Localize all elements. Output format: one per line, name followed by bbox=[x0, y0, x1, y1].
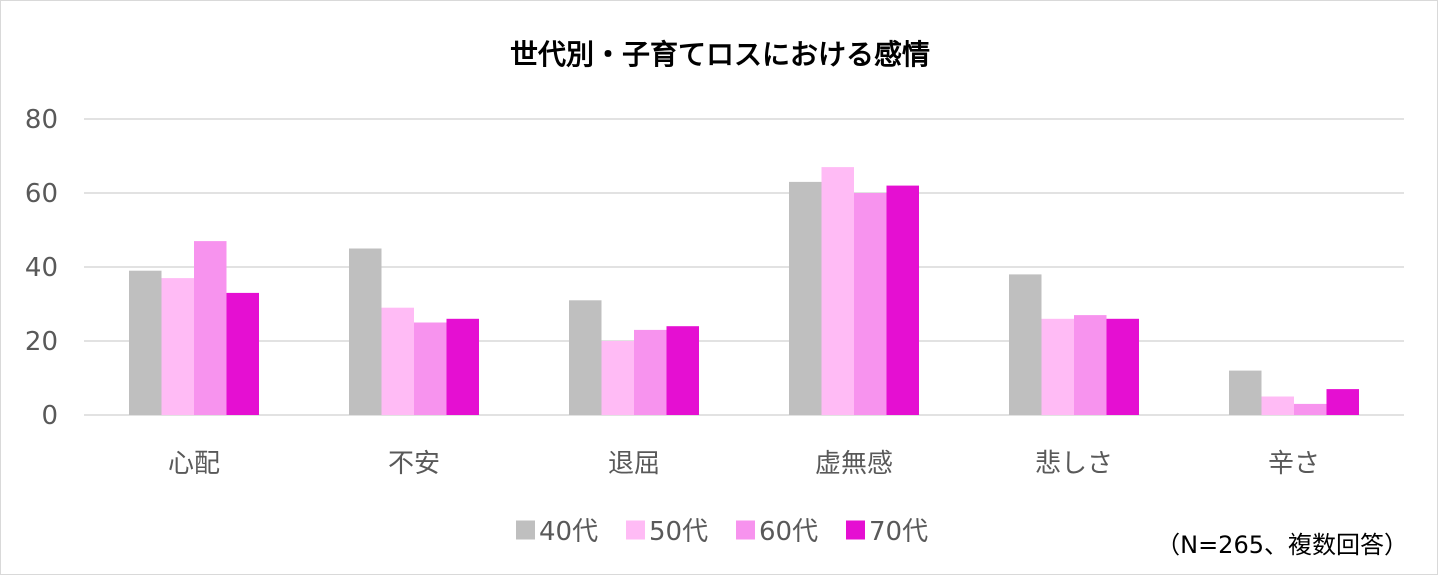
bar bbox=[129, 270, 162, 415]
y-axis-ticks: 0 20 40 60 80 bbox=[25, 105, 58, 431]
bar bbox=[1041, 318, 1074, 415]
x-category-label: 不安 bbox=[388, 449, 440, 479]
legend-label: 60代 bbox=[759, 517, 818, 547]
x-category-label: 悲しさ bbox=[1035, 449, 1113, 479]
bar bbox=[634, 329, 667, 415]
bar bbox=[1106, 318, 1139, 415]
bar bbox=[854, 193, 887, 415]
bar bbox=[1009, 274, 1042, 415]
bar bbox=[569, 300, 602, 415]
bar bbox=[789, 181, 822, 415]
legend-label: 50代 bbox=[649, 517, 708, 547]
bar bbox=[161, 278, 194, 415]
sample-note: （N=265、複数回答） bbox=[1156, 531, 1408, 559]
legend: 40代 50代 60代 70代 bbox=[516, 517, 928, 547]
bars bbox=[129, 167, 1359, 415]
bar bbox=[1074, 315, 1107, 415]
bar bbox=[349, 248, 382, 415]
legend-swatch bbox=[516, 520, 535, 540]
bar bbox=[446, 318, 479, 415]
x-category-label: 辛さ bbox=[1268, 449, 1320, 479]
bar bbox=[1294, 403, 1327, 415]
x-category-label: 虚無感 bbox=[815, 449, 893, 479]
bar bbox=[601, 341, 634, 415]
y-tick-label: 40 bbox=[25, 253, 58, 283]
chart-title: 世代別・子育てロスにおける感情 bbox=[510, 38, 930, 71]
legend-swatch bbox=[736, 520, 755, 540]
bar bbox=[381, 307, 414, 415]
legend-label: 70代 bbox=[869, 517, 928, 547]
legend-swatch bbox=[626, 520, 645, 540]
bar bbox=[194, 241, 227, 415]
y-tick-label: 60 bbox=[25, 179, 58, 209]
bar bbox=[821, 167, 854, 415]
bar bbox=[226, 292, 259, 415]
legend-label: 40代 bbox=[539, 517, 598, 547]
bar bbox=[886, 185, 919, 415]
y-tick-label: 0 bbox=[41, 401, 58, 431]
bar bbox=[1326, 389, 1359, 415]
grid-lines bbox=[84, 118, 1404, 416]
category-labels: 心配 不安 退屈 虚無感 悲しさ 辛さ bbox=[168, 449, 1320, 479]
x-category-label: 心配 bbox=[168, 449, 220, 479]
bar bbox=[1229, 370, 1262, 415]
bar bbox=[414, 322, 447, 415]
y-tick-label: 20 bbox=[25, 327, 58, 357]
y-tick-label: 80 bbox=[25, 105, 58, 135]
legend-swatch bbox=[846, 520, 865, 540]
bar bbox=[1261, 396, 1294, 415]
bar bbox=[666, 326, 699, 415]
x-category-label: 退屈 bbox=[608, 449, 660, 479]
